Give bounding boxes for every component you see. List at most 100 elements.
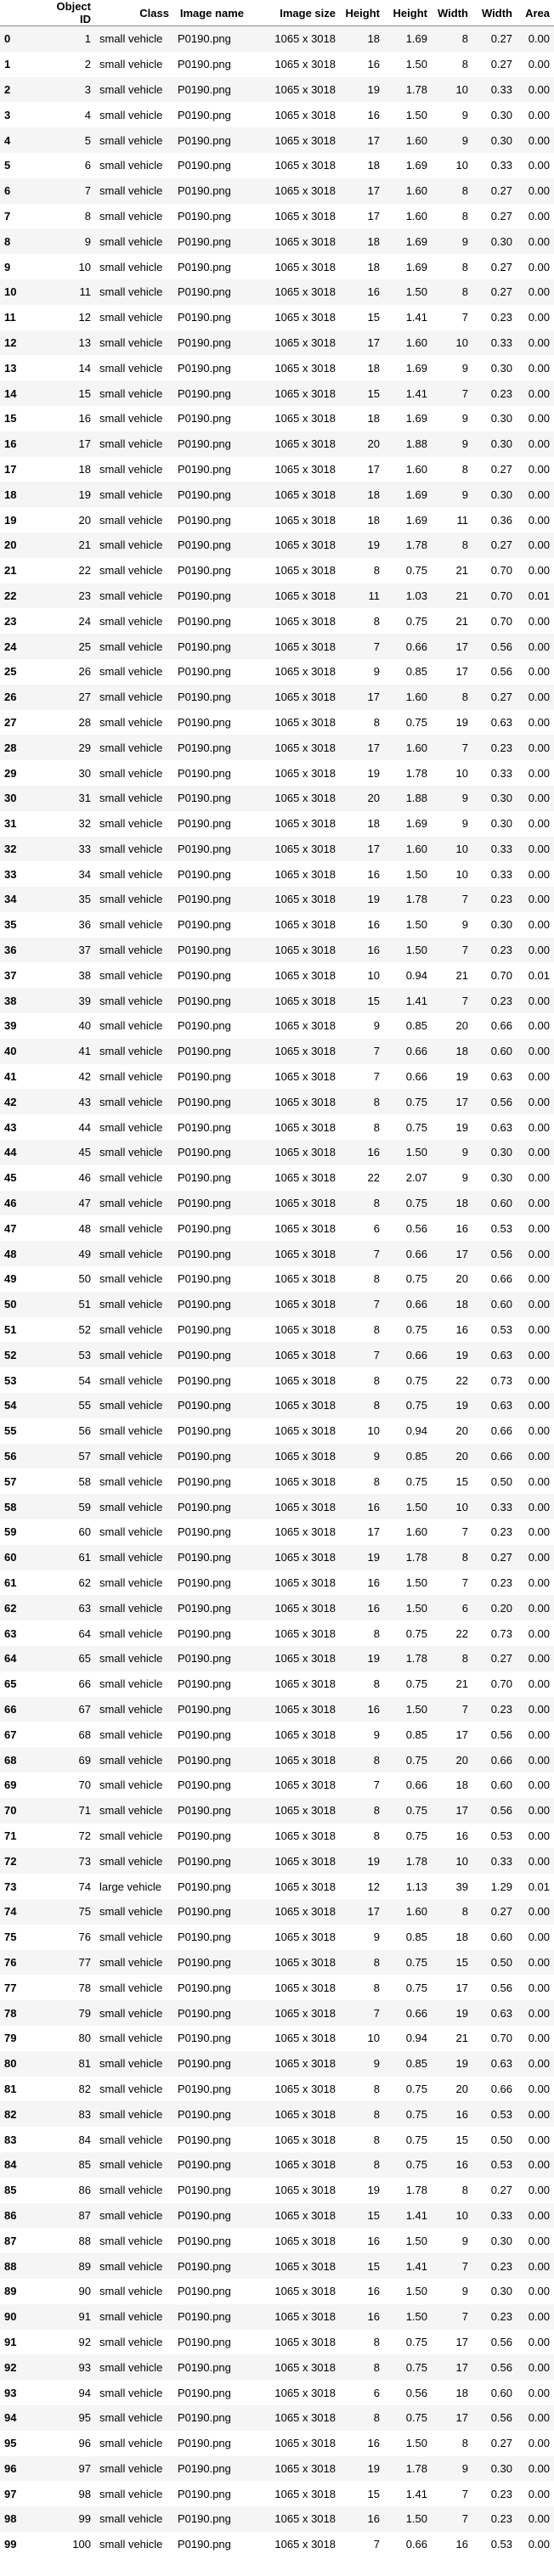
table-cell: 90 — [78, 2285, 91, 2298]
table-cell: 9 — [461, 437, 468, 451]
table-cell: 7 — [373, 1070, 380, 1084]
table-cell: 22 — [367, 1171, 380, 1185]
table-cell: small vehicle — [99, 2461, 163, 2475]
table-cell: 0.70 — [490, 614, 512, 628]
table-cell: 22 — [455, 1626, 468, 1640]
table-cell: 93 — [78, 2360, 91, 2374]
row-index: 99 — [4, 2538, 17, 2551]
table-cell: 1065 x 3018 — [274, 968, 336, 982]
table-cell: 0.75 — [405, 614, 427, 628]
table-cell: small vehicle — [99, 640, 163, 653]
table-cell: 10 — [367, 968, 380, 982]
column-header: Image name — [173, 0, 248, 26]
table-cell: 0.00 — [528, 867, 550, 881]
table-cell: 1065 x 3018 — [274, 1298, 336, 1311]
row-index: 82 — [4, 2107, 17, 2121]
table-row: 62 63 small vehicle P0190.png 1065 x 3018 16 1… — [0, 1595, 554, 1621]
table-cell: 50 — [78, 1272, 91, 1286]
table-cell: 54 — [78, 1373, 91, 1387]
table-cell: 17 — [367, 842, 380, 855]
table-cell: 0.27 — [490, 58, 512, 71]
table-cell: 1065 x 3018 — [274, 1601, 336, 1615]
table-cell: 47 — [78, 1197, 91, 1210]
table-cell: 0.56 — [405, 1221, 427, 1235]
table-cell: 1065 x 3018 — [274, 285, 336, 299]
table-cell: 1065 x 3018 — [274, 766, 336, 780]
table-cell: 22 — [455, 1373, 468, 1387]
table-cell: 0.63 — [490, 2006, 512, 2020]
table-cell: 0.00 — [528, 1702, 550, 1716]
table-cell: 8 — [461, 32, 468, 46]
table-row: 36 37 small vehicle P0190.png 1065 x 3018 16 1… — [0, 937, 554, 963]
table-cell: 1065 x 3018 — [274, 564, 336, 578]
table-cell: 1065 x 3018 — [274, 589, 336, 602]
table-cell: 74 — [78, 1880, 91, 1893]
table-cell: P0190.png — [178, 2437, 231, 2450]
row-index: 57 — [4, 1474, 17, 1488]
table-cell: 0.00 — [528, 1348, 550, 1361]
row-index: 10 — [4, 285, 17, 299]
table-cell: P0190.png — [178, 1601, 231, 1615]
table-cell: 0.00 — [528, 1323, 550, 1337]
table-cell: small vehicle — [99, 159, 163, 172]
table-cell: 0.00 — [528, 766, 550, 780]
table-cell: 1065 x 3018 — [274, 1829, 336, 1842]
table-cell: 1.50 — [405, 285, 427, 299]
row-index: 9 — [4, 260, 11, 273]
table-row: 45 46 small vehicle P0190.png 1065 x 3018 22 2… — [0, 1165, 554, 1191]
table-cell: 0.94 — [405, 2032, 427, 2045]
table-cell: 0.56 — [490, 1981, 512, 1994]
table-cell: 7 — [373, 1247, 380, 1260]
table-row: 88 89 small vehicle P0190.png 1065 x 3018 15 1… — [0, 2253, 554, 2279]
table-cell: 91 — [78, 2310, 91, 2324]
table-cell: 0.53 — [490, 2107, 512, 2121]
table-cell: 0.23 — [490, 944, 512, 957]
table-cell: 8 — [373, 1626, 380, 1640]
table-cell: 23 — [78, 589, 91, 602]
table-cell: 1065 x 3018 — [274, 817, 336, 831]
table-cell: 1065 x 3018 — [274, 1399, 336, 1412]
table-cell: 8 — [373, 1095, 380, 1108]
table-cell: 10 — [455, 1500, 468, 1513]
table-cell: P0190.png — [178, 1702, 231, 1716]
table-cell: 1065 x 3018 — [274, 2411, 336, 2425]
table-cell: 0.30 — [490, 792, 512, 805]
table-cell: P0190.png — [178, 1348, 231, 1361]
table-cell: P0190.png — [178, 1323, 231, 1337]
table-cell: 1.60 — [405, 133, 427, 147]
table-cell: 1065 x 3018 — [274, 2082, 336, 2095]
table-cell: 0.63 — [490, 1120, 512, 1134]
table-row: 44 45 small vehicle P0190.png 1065 x 3018 16 1… — [0, 1140, 554, 1165]
table-cell: 17 — [455, 1981, 468, 1994]
table-cell: 38 — [78, 968, 91, 982]
table-cell: 0.00 — [528, 2259, 550, 2273]
table-cell: 1065 x 3018 — [274, 2057, 336, 2071]
table-row: 56 57 small vehicle P0190.png 1065 x 3018 9 0.… — [0, 1443, 554, 1469]
table-cell: small vehicle — [99, 1323, 163, 1337]
row-index: 72 — [4, 1854, 17, 1868]
table-cell: 60 — [78, 1525, 91, 1539]
table-row: 94 95 small vehicle P0190.png 1065 x 3018 8 0.… — [0, 2404, 554, 2431]
table-cell: 1.69 — [405, 260, 427, 273]
table-row: 28 29 small vehicle P0190.png 1065 x 3018 17 1… — [0, 735, 554, 761]
table-cell: P0190.png — [178, 1120, 231, 1134]
table-cell: small vehicle — [99, 792, 163, 805]
table-cell: small vehicle — [99, 1626, 163, 1640]
table-cell: small vehicle — [99, 1525, 163, 1539]
table-cell: 1.78 — [405, 893, 427, 906]
table-cell: small vehicle — [99, 1474, 163, 1488]
table-cell: P0190.png — [178, 1500, 231, 1513]
row-index: 28 — [4, 741, 17, 754]
row-index: 20 — [4, 538, 17, 552]
table-row: 55 56 small vehicle P0190.png 1065 x 3018 10 0… — [0, 1418, 554, 1444]
table-cell: small vehicle — [99, 361, 163, 375]
table-cell: 0.00 — [528, 184, 550, 198]
table-cell: 1065 x 3018 — [274, 893, 336, 906]
table-row: 76 77 small vehicle P0190.png 1065 x 3018 8 0.… — [0, 1949, 554, 1976]
table-cell: 2 — [84, 58, 91, 71]
table-cell: P0190.png — [178, 133, 231, 147]
table-cell: 65 — [78, 1652, 91, 1666]
row-index: 80 — [4, 2057, 17, 2071]
table-cell: 9 — [461, 234, 468, 248]
table-cell: 24 — [78, 614, 91, 628]
